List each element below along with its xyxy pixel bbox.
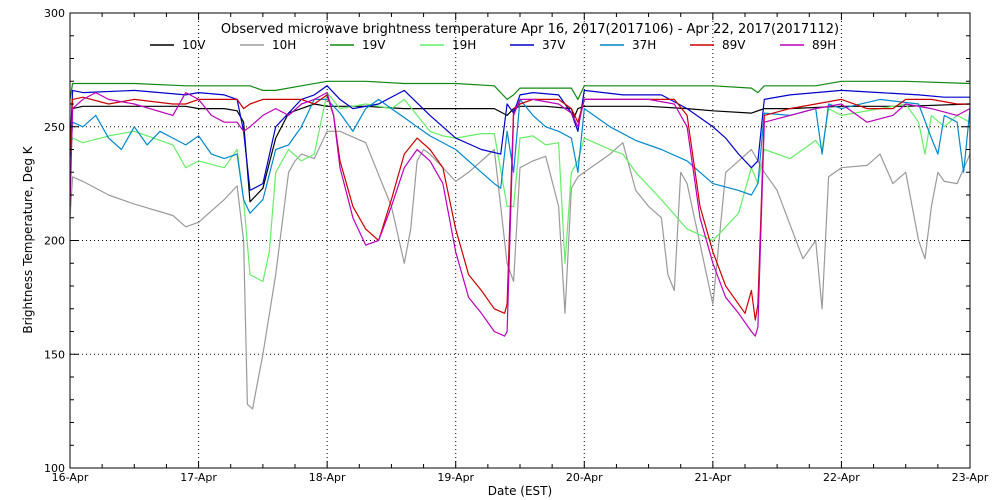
series-line-37v <box>69 85 970 191</box>
series-line-37h <box>69 98 971 214</box>
y-tick-label: 150 <box>44 348 65 361</box>
axis-ticks: 16-Apr 17-Apr 18-Apr 19-Apr 20-Apr 21-Apr 22-A… <box>44 7 989 484</box>
x-tick-label: 22-Apr <box>823 471 860 484</box>
legend-label-89v: 89V <box>722 38 746 52</box>
series-line-10h <box>69 130 971 410</box>
y-tick-label: 300 <box>44 7 65 20</box>
x-tick-label: 19-Apr <box>437 471 474 484</box>
x-axis-label: Date (EST) <box>488 484 552 498</box>
legend-label-19h: 19H <box>452 38 476 52</box>
chart-title: Observed microwave brightness temperatur… <box>221 22 839 37</box>
x-tick-label: 23-Apr <box>952 471 989 484</box>
legend-label-89h: 89H <box>812 38 836 52</box>
x-tick-label: 17-Apr <box>180 471 217 484</box>
series-lines <box>69 80 971 410</box>
series-line-89v <box>69 94 970 321</box>
x-tick-label: 20-Apr <box>566 471 603 484</box>
legend-label-37v: 37V <box>542 38 566 52</box>
legend: 10V 10H 19V 19H 37V 37H 89V 89H <box>150 38 836 52</box>
y-tick-label: 100 <box>44 462 65 475</box>
y-tick-label: 250 <box>44 121 65 134</box>
legend-label-10v: 10V <box>182 38 206 52</box>
series-line-10v <box>69 103 971 203</box>
series-line-19v <box>69 80 971 101</box>
legend-label-37h: 37H <box>632 38 656 52</box>
x-tick-label: 18-Apr <box>309 471 346 484</box>
x-tick-label: 21-Apr <box>694 471 731 484</box>
x-tick-label: 16-Apr <box>52 471 89 484</box>
legend-label-10h: 10H <box>272 38 296 52</box>
y-axis-label: Brightness Temperature, Deg K <box>21 145 35 333</box>
y-tick-label: 200 <box>44 235 65 248</box>
series-line-89h <box>69 91 971 337</box>
legend-label-19v: 19V <box>362 38 386 52</box>
